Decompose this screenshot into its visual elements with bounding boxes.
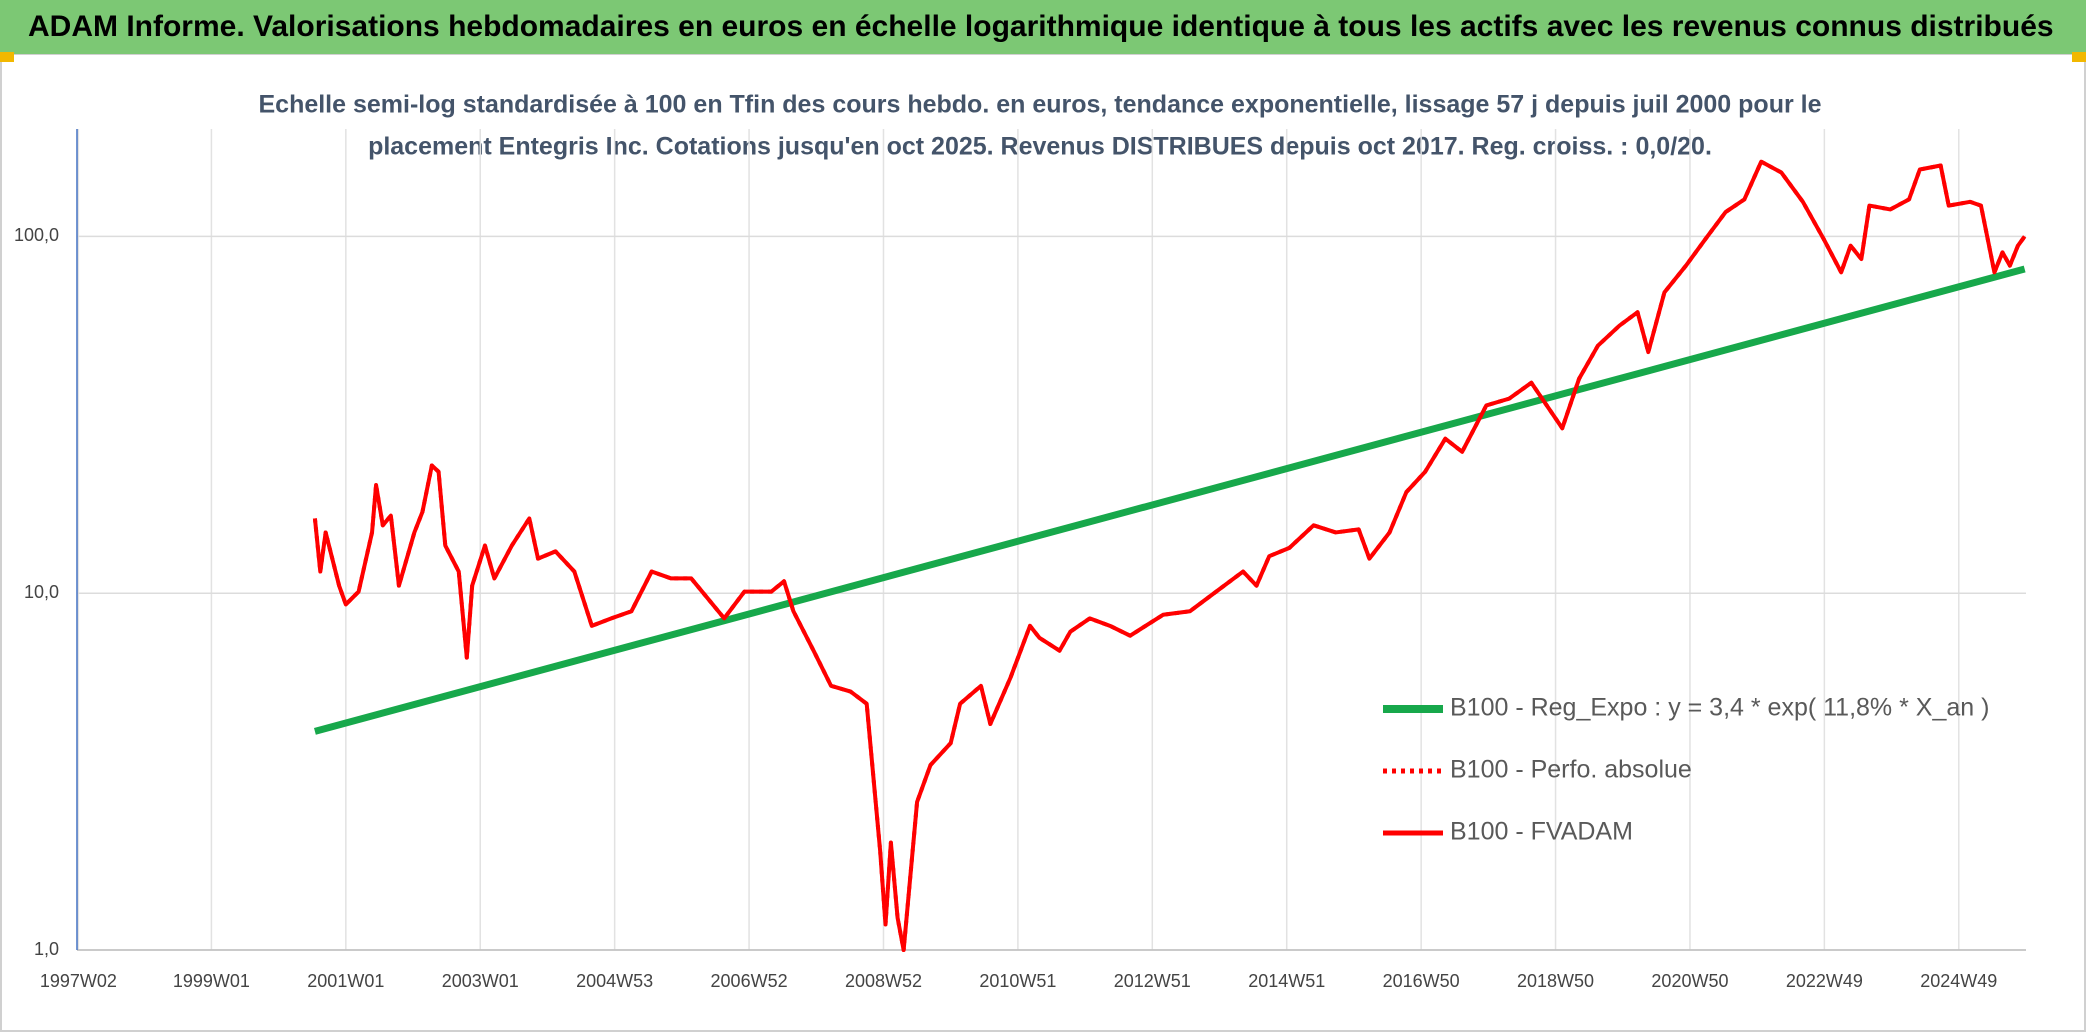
x-tick-label: 2003W01 (442, 971, 519, 991)
y-tick-label: 100,0 (14, 225, 59, 245)
header-bar: ADAM Informe. Valorisations hebdomadaire… (0, 0, 2086, 62)
x-tick-label: 2004W53 (576, 971, 653, 991)
x-tick-label: 2020W50 (1651, 971, 1728, 991)
legend-label: B100 - FVADAM (1450, 818, 1633, 846)
legend-label: B100 - Perfo. absolue (1450, 756, 1692, 784)
series-line (313, 265, 2026, 735)
x-tick-label: 2016W50 (1383, 971, 1460, 991)
x-tick-label: 2012W51 (1114, 971, 1191, 991)
chart-title: Echelle semi-log standardisée à 100 en T… (258, 91, 1821, 119)
x-tick-label: 1997W02 (40, 971, 117, 991)
x-tick-label: 2024W49 (1920, 971, 1997, 991)
x-tick-label: 2006W52 (711, 971, 788, 991)
series-line (312, 159, 2027, 952)
x-tick-label: 2010W51 (979, 971, 1056, 991)
chart-title: placement Entegris Inc. Cotations jusqu'… (368, 133, 1712, 161)
x-tick-label: 2008W52 (845, 971, 922, 991)
x-tick-label: 2014W51 (1248, 971, 1325, 991)
legend-label: B100 - Reg_Expo : y = 3,4 * exp( 11,8% *… (1450, 694, 1989, 722)
x-tick-label: 2018W50 (1517, 971, 1594, 991)
corner-marker (2072, 52, 2086, 62)
x-tick-label: 1999W01 (173, 971, 250, 991)
y-tick-label: 1,0 (34, 939, 59, 959)
x-tick-label: 2001W01 (307, 971, 384, 991)
chart-frame (0, 53, 2086, 1032)
x-tick-label: 2022W49 (1786, 971, 1863, 991)
header-title: ADAM Informe. Valorisations hebdomadaire… (28, 10, 2054, 43)
corner-marker (0, 52, 14, 62)
y-tick-label: 10,0 (24, 582, 59, 602)
